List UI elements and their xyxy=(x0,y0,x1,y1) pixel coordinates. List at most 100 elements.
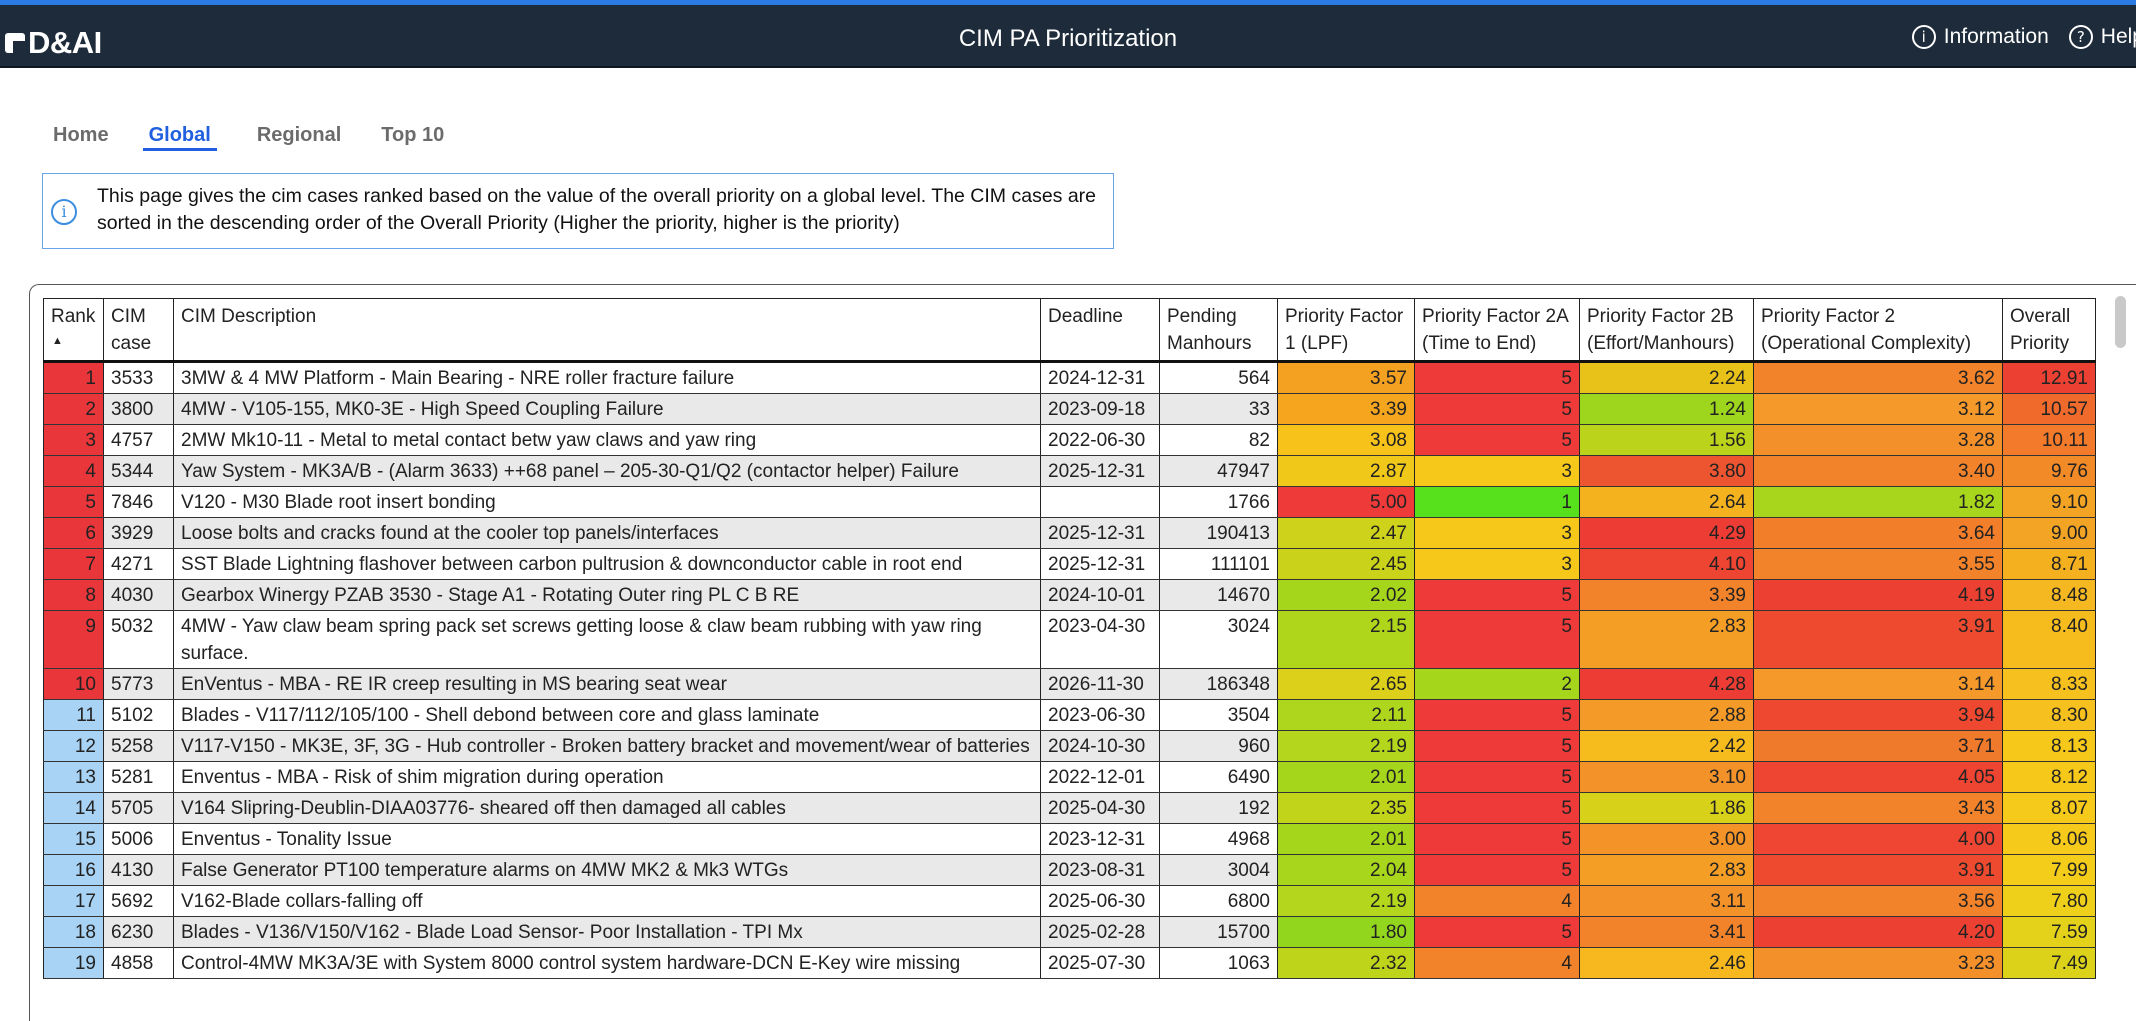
cell-desc: V162-Blade collars-falling off xyxy=(173,885,1041,917)
table-row[interactable]: 3 4757 2MW Mk10-11 - Metal to metal contac… xyxy=(43,424,2096,456)
cell-overall: 8.33 xyxy=(2002,668,2096,700)
cell-pf1: 2.45 xyxy=(1277,548,1415,580)
cell-pf2a: 3 xyxy=(1414,517,1580,549)
table-header-row: Rank ▲ CIM case CIM Description Deadline Pend… xyxy=(43,298,2096,363)
cell-overall: 7.59 xyxy=(2002,916,2096,948)
cell-manhours: 960 xyxy=(1159,730,1278,762)
cell-overall: 10.11 xyxy=(2002,424,2096,456)
cell-deadline: 2022-12-01 xyxy=(1040,761,1160,793)
column-header-manhours[interactable]: Pending Manhours xyxy=(1159,298,1278,363)
cell-pf1: 2.47 xyxy=(1277,517,1415,549)
table-row[interactable]: 10 5773 EnVentus - MBA - RE IR creep resul… xyxy=(43,668,2096,700)
cell-pf2: 4.00 xyxy=(1753,823,2003,855)
tab-global[interactable]: Global xyxy=(142,124,217,151)
cell-manhours: 111101 xyxy=(1159,548,1278,580)
cell-case: 5773 xyxy=(103,668,174,700)
tab-home[interactable]: Home xyxy=(53,124,109,146)
column-header-pf1[interactable]: Priority Factor 1 (LPF) xyxy=(1277,298,1415,363)
cell-pf1: 3.39 xyxy=(1277,393,1415,425)
cell-case: 5344 xyxy=(103,455,174,487)
app-logo[interactable]: D&AI xyxy=(4,25,102,61)
help-button[interactable]: ? Help xyxy=(2068,25,2136,49)
column-header-overall[interactable]: Overall Priority xyxy=(2002,298,2096,363)
sort-ascending-icon[interactable]: ▲ xyxy=(52,335,63,347)
table-row[interactable]: 16 4130 False Generator PT100 temperature … xyxy=(43,854,2096,886)
info-banner-icon: i xyxy=(51,199,77,225)
table-row[interactable]: 13 5281 Enventus - MBA - Risk of shim migr… xyxy=(43,761,2096,793)
cell-desc: 4MW - Yaw claw beam spring pack set scre… xyxy=(173,610,1041,669)
cell-overall: 9.10 xyxy=(2002,486,2096,518)
cell-rank: 11 xyxy=(43,699,104,731)
cell-overall: 8.12 xyxy=(2002,761,2096,793)
table-row[interactable]: 18 6230 Blades - V136/V150/V162 - Blade Lo… xyxy=(43,916,2096,948)
information-label: Information xyxy=(1943,25,2049,48)
column-header-label: CIM Description xyxy=(181,306,317,327)
table-row[interactable]: 12 5258 V117-V150 - MK3E, 3F, 3G - Hub con… xyxy=(43,730,2096,762)
vertical-scrollbar[interactable] xyxy=(2115,296,2126,348)
cell-case: 5258 xyxy=(103,730,174,762)
cell-rank: 17 xyxy=(43,885,104,917)
column-header-case[interactable]: CIM case xyxy=(103,298,174,363)
cell-deadline: 2025-04-30 xyxy=(1040,792,1160,824)
cell-pf1: 2.11 xyxy=(1277,699,1415,731)
cell-rank: 4 xyxy=(43,455,104,487)
cell-case: 7846 xyxy=(103,486,174,518)
column-header-deadline[interactable]: Deadline xyxy=(1040,298,1160,363)
cell-rank: 13 xyxy=(43,761,104,793)
table-row[interactable]: 4 5344 Yaw System - MK3A/B - (Alarm 3633) … xyxy=(43,455,2096,487)
cell-pf2b: 3.80 xyxy=(1579,455,1754,487)
column-header-pf2[interactable]: Priority Factor 2 (Operational Complexit… xyxy=(1753,298,2003,363)
table-row[interactable]: 1 3533 3MW & 4 MW Platform - Main Bearing … xyxy=(43,361,2096,394)
cell-pf2b: 2.46 xyxy=(1579,947,1754,979)
info-icon: i xyxy=(1911,25,1936,49)
cell-pf2: 4.20 xyxy=(1753,916,2003,948)
table-row[interactable]: 6 3929 Loose bolts and cracks found at the… xyxy=(43,517,2096,549)
help-label: Help xyxy=(2100,25,2136,48)
column-header-desc[interactable]: CIM Description xyxy=(173,298,1041,363)
cell-rank: 19 xyxy=(43,947,104,979)
cell-deadline: 2023-08-31 xyxy=(1040,854,1160,886)
cell-pf2a: 2 xyxy=(1414,668,1580,700)
cell-desc: V117-V150 - MK3E, 3F, 3G - Hub controlle… xyxy=(173,730,1041,762)
table-row[interactable]: 5 7846 V120 - M30 Blade root insert bondin… xyxy=(43,486,2096,518)
cell-pf2a: 3 xyxy=(1414,455,1580,487)
table-row[interactable]: 15 5006 Enventus - Tonality Issue 2023-12-3… xyxy=(43,823,2096,855)
column-header-pf2a[interactable]: Priority Factor 2A (Time to End) xyxy=(1414,298,1580,363)
cell-pf2a: 4 xyxy=(1414,947,1580,979)
cell-pf2a: 5 xyxy=(1414,393,1580,425)
cell-pf2a: 5 xyxy=(1414,361,1580,394)
information-button[interactable]: i Information xyxy=(1911,25,2049,49)
column-header-pf2b[interactable]: Priority Factor 2B (Effort/Manhours) xyxy=(1579,298,1754,363)
cell-rank: 7 xyxy=(43,548,104,580)
column-header-label: Priority Factor 1 (LPF) xyxy=(1285,306,1404,354)
table-row[interactable]: 8 4030 Gearbox Winergy PZAB 3530 - Stage A… xyxy=(43,579,2096,611)
cell-manhours: 14670 xyxy=(1159,579,1278,611)
cell-pf2b: 3.41 xyxy=(1579,916,1754,948)
tab-top-10[interactable]: Top 10 xyxy=(381,124,445,146)
cell-pf1: 2.19 xyxy=(1277,885,1415,917)
cell-pf2b: 3.39 xyxy=(1579,579,1754,611)
cell-pf2b: 4.10 xyxy=(1579,548,1754,580)
table-row[interactable]: 7 4271 SST Blade Lightning flashover betwe… xyxy=(43,548,2096,580)
cell-desc: EnVentus - MBA - RE IR creep resulting i… xyxy=(173,668,1041,700)
cell-case: 3800 xyxy=(103,393,174,425)
table-row[interactable]: 11 5102 Blades - V117/112/105/100 - Shell … xyxy=(43,699,2096,731)
cell-rank: 2 xyxy=(43,393,104,425)
cell-pf2: 3.14 xyxy=(1753,668,2003,700)
table-row[interactable]: 17 5692 V162-Blade collars-falling off 2025… xyxy=(43,885,2096,917)
cell-pf2a: 5 xyxy=(1414,579,1580,611)
table-row[interactable]: 19 4858 Control-4MW MK3A/3E with System 80… xyxy=(43,947,2096,979)
info-banner-text: This page gives the cim cases ranked bas… xyxy=(97,185,1097,234)
cell-overall: 8.06 xyxy=(2002,823,2096,855)
cell-pf1: 2.04 xyxy=(1277,854,1415,886)
cell-deadline: 2023-04-30 xyxy=(1040,610,1160,669)
table-row[interactable]: 9 5032 4MW - Yaw claw beam spring pack set… xyxy=(43,610,2096,669)
column-header-rank[interactable]: Rank ▲ xyxy=(43,298,104,363)
cell-pf2b: 2.64 xyxy=(1579,486,1754,518)
table-row[interactable]: 14 5705 V164 Slipring-Deublin-DIAA03776- s… xyxy=(43,792,2096,824)
table-row[interactable]: 2 3800 4MW - V105-155, MK0-3E - High Speed… xyxy=(43,393,2096,425)
cell-deadline: 2024-10-01 xyxy=(1040,579,1160,611)
column-header-label: Pending Manhours xyxy=(1167,306,1252,354)
cell-pf2a: 5 xyxy=(1414,699,1580,731)
tab-regional[interactable]: Regional xyxy=(256,124,342,146)
